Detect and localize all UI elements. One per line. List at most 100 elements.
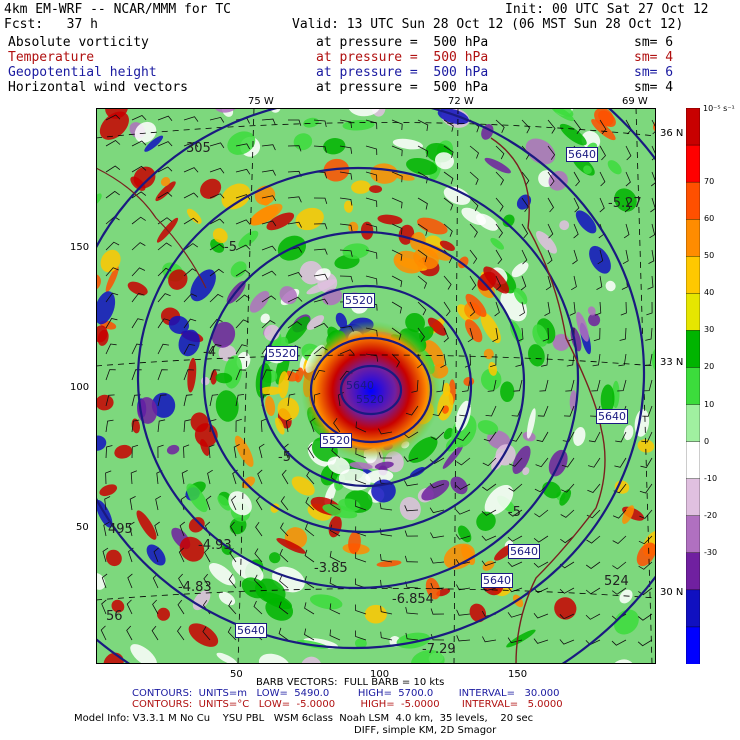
wind-barb (128, 521, 135, 537)
vorticity-blob (477, 420, 499, 435)
vorticity-blob (348, 221, 359, 233)
wind-barb (235, 319, 250, 329)
wind-barb (261, 195, 277, 202)
wind-barb (391, 327, 402, 341)
wind-barb (261, 270, 277, 277)
wind-barb (209, 318, 223, 329)
vorticity-blob (487, 430, 511, 450)
vorticity-blob (227, 131, 256, 155)
vorticity-blob (477, 271, 497, 291)
vorticity-blob (399, 497, 421, 521)
vorticity-blob (465, 293, 487, 317)
vorticity-blob (360, 221, 374, 240)
wind-barb (280, 496, 289, 511)
vorticity-blob (351, 180, 371, 194)
wind-barb (183, 268, 198, 277)
wind-barb (287, 221, 302, 228)
field-level-geopotential: at pressure = 500 hPa (316, 65, 489, 80)
vorticity-blob (421, 243, 452, 261)
vorticity-blob (457, 525, 472, 543)
wind-barb (355, 447, 367, 459)
wind-barb (365, 249, 378, 259)
wind-barb (379, 502, 393, 511)
wind-barb (469, 249, 478, 264)
wind-barb (585, 613, 601, 620)
vorticity-blob (260, 313, 270, 324)
wind-barb (380, 605, 393, 615)
wind-barb (355, 474, 367, 485)
vorticity-blob (476, 213, 499, 231)
wind-barb (287, 272, 303, 278)
temp-label: -6.854 (392, 592, 434, 607)
wind-barb (209, 167, 225, 174)
wind-barb (405, 607, 419, 615)
height-label: 5640 (596, 409, 628, 424)
wind-barb (339, 197, 353, 206)
vorticity-blob (269, 552, 281, 564)
vorticity-blob (186, 208, 202, 224)
wind-barb (507, 561, 523, 567)
wind-barb (228, 600, 237, 615)
wind-barb (495, 249, 503, 265)
vorticity-blob (637, 439, 655, 453)
vorticity-blob (179, 536, 205, 562)
vorticity-blob (342, 243, 370, 259)
wind-barb (339, 171, 353, 180)
wind-barb (614, 457, 627, 468)
wind-barb (261, 369, 273, 381)
vorticity-blob (600, 384, 615, 414)
wind-barb (380, 554, 393, 563)
wind-barb (261, 245, 277, 252)
vorticity-blob (241, 476, 256, 489)
vorticity-blob (131, 418, 141, 434)
wind-barb (313, 223, 328, 230)
colorbar-swatch (686, 404, 700, 443)
vorticity-blob (96, 274, 101, 291)
wind-barb (207, 469, 213, 485)
wind-barb (467, 327, 474, 343)
wind-barb (440, 353, 447, 368)
temp-label: -3.85 (314, 561, 348, 576)
wind-barb (355, 630, 367, 641)
wind-barb (391, 249, 403, 261)
field-name-geopotential: Geopotential height (8, 65, 157, 80)
vorticity-blob (323, 158, 350, 182)
height-label: 5640 (508, 544, 540, 559)
wind-barb (105, 165, 121, 173)
temp-label: 524 (604, 574, 629, 589)
wind-barb (131, 140, 147, 147)
wind-barb (329, 524, 341, 537)
vorticity-blob (573, 427, 586, 446)
vorticity-blob (377, 214, 403, 225)
vorticity-blob (469, 603, 487, 623)
vorticity-blob (144, 135, 164, 152)
wind-barb (304, 523, 315, 537)
vorticity-blob (480, 312, 501, 344)
wind-barb (179, 521, 186, 537)
temp-label: 305 (186, 141, 211, 156)
wind-barb (481, 560, 497, 567)
wind-barb (101, 599, 107, 615)
wind-barb (533, 613, 549, 619)
wind-barb (432, 405, 445, 417)
wind-barb (430, 608, 445, 615)
height-contours (96, 108, 656, 664)
field-sm-vorticity: sm= 6 (634, 35, 674, 50)
colorbar-label: 0 (704, 436, 710, 446)
wind-barb (417, 197, 428, 210)
wind-barb (638, 587, 653, 596)
wind-barb (280, 522, 289, 537)
wind-barb (287, 296, 303, 303)
wind-barb (640, 457, 653, 468)
wind-barb (261, 220, 277, 227)
wind-barb (313, 369, 326, 381)
vorticity-blob (513, 287, 528, 305)
coastline (490, 137, 606, 664)
wind-barb (513, 379, 523, 392)
vorticity-blob (588, 313, 601, 327)
wind-barb (157, 394, 167, 407)
wind-barb (227, 626, 237, 641)
vorticity-blob (168, 269, 188, 290)
wind-barb (365, 275, 378, 285)
wind-barb (519, 301, 525, 317)
